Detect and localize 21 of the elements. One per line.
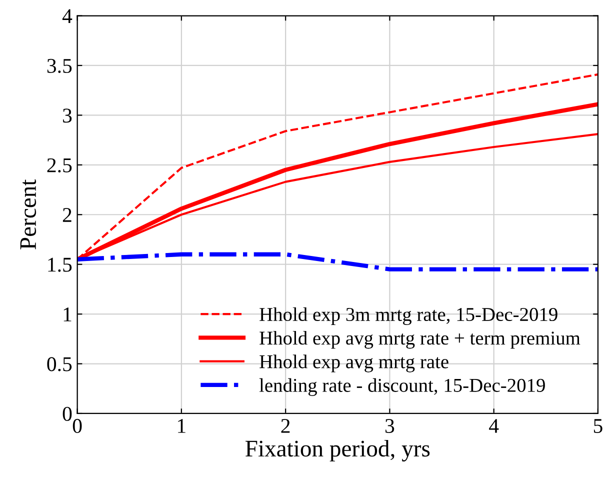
x-tick-label: 2 xyxy=(281,418,290,433)
legend-label: Hhold exp 3m mrtg rate, 15-Dec-2019 xyxy=(260,307,558,326)
x-tick-label: 4 xyxy=(489,419,499,433)
y-tick-label: 4 xyxy=(62,9,72,23)
y-axis-title: Percent xyxy=(20,179,36,250)
x-tick-label: 1 xyxy=(178,419,186,433)
y-tick-label: 1.5 xyxy=(48,258,72,272)
y-tick-label: 3.5 xyxy=(47,58,72,74)
legend-label: lending rate - discount, 15-Dec-2019 xyxy=(259,378,545,396)
x-tick-label: 3 xyxy=(385,418,394,433)
y-tick-label: 2.5 xyxy=(47,158,72,172)
y-tick-label: 3 xyxy=(63,108,72,123)
y-tick-label: 0.5 xyxy=(47,357,72,372)
x-tick-label: 0 xyxy=(72,418,82,433)
y-tick-label: 0 xyxy=(62,406,72,421)
y-tick-label: 1 xyxy=(64,308,72,322)
x-axis-title: Fixation period, yrs xyxy=(246,440,430,462)
y-tick-label: 2 xyxy=(62,208,72,222)
legend-label: Hhold exp avg mrtg rate + term premium xyxy=(260,331,580,349)
legend-label: Hhold exp avg mrtg rate xyxy=(260,354,448,372)
x-tick-label: 5 xyxy=(594,419,602,433)
